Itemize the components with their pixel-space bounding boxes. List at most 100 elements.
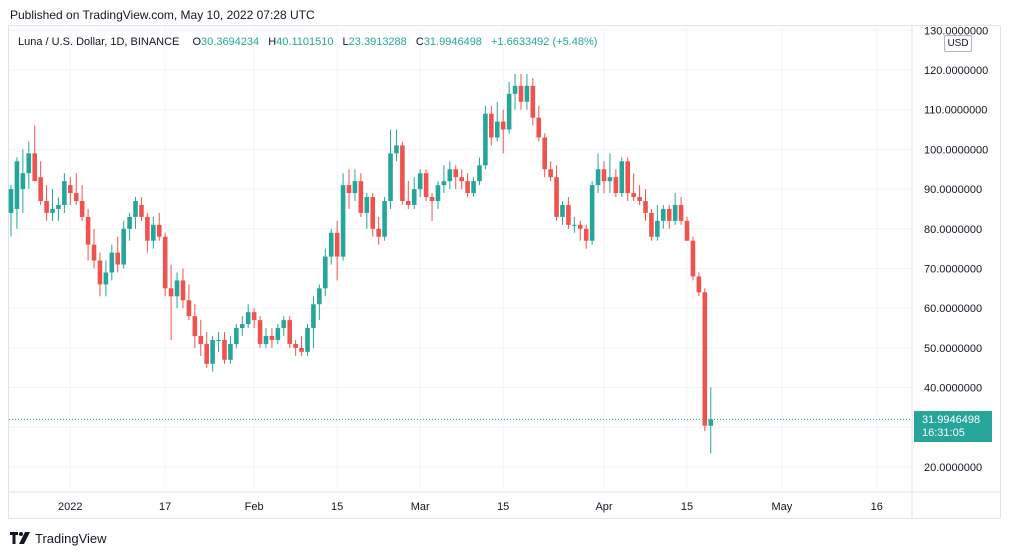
candle-body [595,169,601,186]
candle-body [346,185,352,194]
open-label: O [192,36,202,48]
candle-body [708,419,714,426]
candle-body [364,197,370,213]
candle-body [589,185,595,241]
candle-body [352,181,358,194]
candle-body [156,224,162,237]
candle-body [406,201,411,205]
price-tick-label: 80.0000000 [924,224,982,236]
ohlc-legend: Luna / U.S. Dollar, 1D, BINANCE O30.3694… [18,36,597,48]
candle-body [204,343,209,364]
candle-body [560,204,565,217]
candle-body [115,252,121,265]
candle-body [85,216,91,245]
candle-body [637,197,642,202]
low-value: 23.3913288 [348,36,407,48]
time-tick-label: 15 [497,501,509,513]
candle-body [73,193,79,202]
symbol-title[interactable]: Luna / U.S. Dollar, 1D, BINANCE [18,36,180,48]
candle-body [228,343,233,360]
candle-body [530,85,536,118]
candle-body [186,300,192,317]
grid-lines [9,26,1000,519]
candle-body [489,113,494,138]
last-price-label: 31.9946498 16:31:05 [914,411,992,442]
candle-body [382,201,387,237]
price-tick-label: 50.0000000 [924,343,982,355]
price-tick-label: 90.0000000 [924,184,982,196]
time-axis: 2022 17 Feb 15 Mar 15 Apr 15 May 16 [58,501,883,513]
candle-body [394,145,399,154]
time-tick-label: Feb [245,501,264,513]
candle-body [554,177,559,217]
candle-body [210,339,215,364]
candle-body [423,173,429,198]
candle-body [684,220,690,241]
candle-body [328,232,334,257]
candle-body [625,161,631,194]
change-value: +1.6633492 (+5.48%) [491,36,598,48]
candle-body [471,181,476,194]
candle-body [477,165,482,182]
price-tick-label: 120.0000000 [924,65,988,77]
candle-body [245,312,251,325]
candle-body [305,328,310,352]
price-tick-label: 130.0000000 [924,25,988,37]
chart-frame[interactable] [8,25,1001,519]
candle-body [441,181,447,186]
candle-body [417,173,423,190]
time-tick-label: 17 [159,501,171,513]
tradingview-logo-icon [10,532,30,544]
candle-body [542,137,547,170]
candle-body [512,85,518,94]
candle-body [121,228,126,265]
candle-body [44,201,49,213]
candle-body [649,212,654,237]
candle-body [239,324,245,329]
price-tick-label: 60.0000000 [924,303,982,315]
open-value: 30.3694234 [201,36,260,48]
time-tick-label: May [772,501,793,513]
candle-body [548,169,553,178]
low-label: L [342,36,349,48]
high-value: 40.1101510 [276,36,334,48]
published-header: Published on TradingView.com, May 10, 20… [10,8,315,22]
price-tick-label: 100.0000000 [924,144,988,156]
candle-body [702,292,708,426]
candle-body [672,204,678,221]
price-tick-label: 110.0000000 [924,105,987,117]
candle-body [601,169,607,182]
candle-body [494,121,500,138]
candle-body [655,220,660,237]
candle-body [20,173,26,190]
candle-body [619,161,625,194]
candle-body [583,228,589,241]
high-label: H [268,36,277,48]
candle-body [465,181,470,194]
candle-body [162,236,168,289]
candle-body [79,201,85,217]
currency-badge[interactable]: USD [944,35,972,52]
candle-body [26,153,32,174]
candle-body [38,177,43,202]
candle-body [168,288,174,297]
candle-body [376,228,381,237]
candle-body [32,153,38,182]
candle-body [524,85,530,102]
candle-body [287,320,293,344]
candle-body [429,197,435,202]
candle-body [340,185,346,257]
candle-body [696,276,702,293]
candle-body [631,193,636,198]
candle-body [198,335,204,344]
candle-body [192,316,198,336]
candle-body [251,312,257,321]
candle-body [151,224,156,241]
price-axis: 20.000000030.000000040.000000050.0000000… [924,25,988,474]
candle-body [536,117,542,138]
tradingview-brand[interactable]: TradingView [10,529,107,547]
brand-name: TradingView [35,530,107,546]
candle-body [299,347,304,352]
candle-body [506,93,512,130]
